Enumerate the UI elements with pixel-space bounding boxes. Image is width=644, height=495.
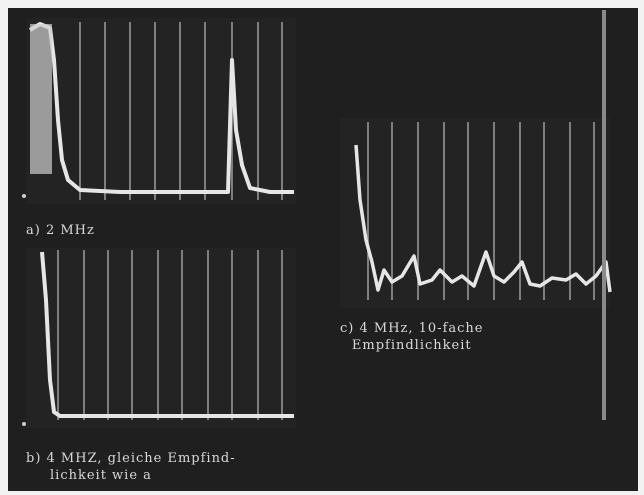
frame-left (0, 0, 8, 495)
frame-right (638, 0, 644, 495)
caption-b-line1: b) 4 MHZ, gleiche Empfind- (26, 450, 236, 467)
frame-top (0, 0, 644, 8)
caption-c-line2: Empfindlichkeit (340, 337, 484, 354)
caption-c-line1: c) 4 MHz, 10-fache (340, 320, 484, 337)
caption-b: b) 4 MHZ, gleiche Empfind- lichkeit wie … (26, 450, 236, 484)
panel-b-screen (26, 248, 296, 428)
caption-c: c) 4 MHz, 10-fache Empfindlichkeit (340, 320, 484, 354)
panel-a-screen (26, 18, 296, 204)
caption-a: a) 2 MHz (26, 222, 95, 239)
frame-bottom (0, 491, 644, 495)
caption-b-line2: lichkeit wie a (26, 467, 236, 484)
panel-c-screen (340, 118, 610, 308)
